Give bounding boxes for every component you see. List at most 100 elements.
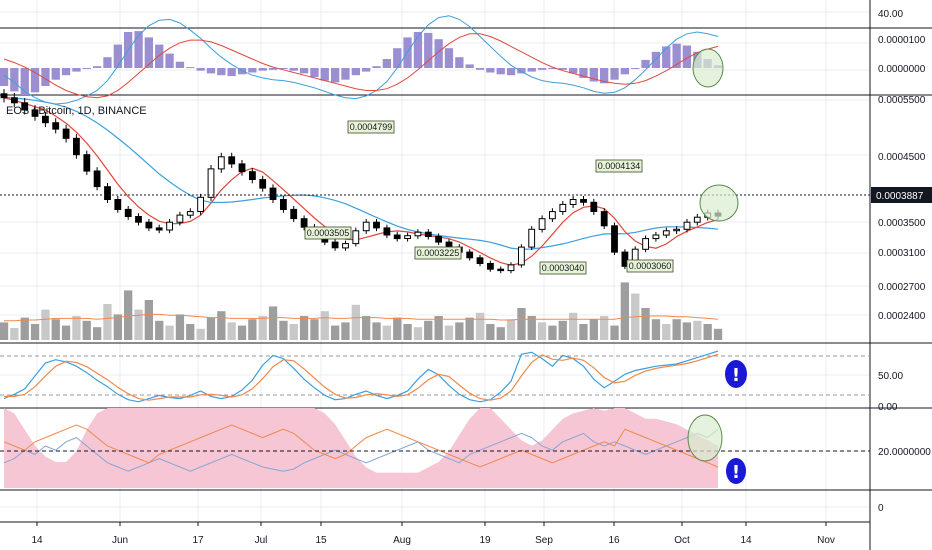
volume-bar (434, 316, 443, 340)
candle-body (528, 228, 536, 248)
candle-body (590, 201, 598, 213)
price-axis-labels: 40.00 0.0000100 0.0000000 0.0005500 0.00… (878, 9, 931, 514)
volume-bar (703, 324, 712, 340)
macd-hist-bar (165, 53, 174, 68)
candle-body (662, 230, 670, 236)
macd-hist-bar (134, 31, 143, 69)
macd-hist-bar (186, 67, 195, 69)
volume-bars (0, 282, 723, 340)
price-axis-label-2: 0.0003500 (878, 218, 926, 229)
volume-bar (589, 319, 598, 340)
candle-body (580, 199, 587, 203)
candle-body (52, 122, 60, 130)
time-axis-label: 17 (192, 535, 204, 546)
macd-hist-bar (103, 57, 112, 68)
macd-hist-bar (217, 68, 226, 76)
volume-bar (465, 317, 474, 340)
candlesticks (0, 89, 722, 274)
macd-hist-bar (455, 57, 464, 68)
price-axis-label-4: 0.0002700 (878, 282, 926, 293)
macd-hist-bar (248, 68, 257, 73)
candle-body (549, 211, 556, 220)
warning-icon-dmi: ! (726, 458, 746, 484)
volume-bar (51, 319, 60, 340)
volume-bar (527, 316, 536, 340)
macd-hist-bar (672, 43, 681, 68)
macd-hist-bar (610, 68, 619, 80)
candle-body (538, 218, 546, 230)
dmi-minus-line (3, 424, 719, 468)
macd-hist-bar (175, 61, 185, 68)
macd-hist-bar (144, 37, 153, 68)
candle-body (124, 208, 132, 217)
macd-hist-bar (362, 68, 371, 72)
time-axis-label: 14 (740, 535, 752, 546)
volume-bar (682, 322, 692, 340)
ma-slow-line (3, 96, 719, 251)
volume-bar (548, 325, 557, 340)
stoch-axis-label-50: 50.00 (878, 371, 903, 382)
candle-body (611, 225, 618, 253)
volume-bar (20, 317, 29, 340)
svg-text:!: ! (732, 462, 740, 483)
candle-body (83, 154, 91, 172)
volume-bar (600, 316, 609, 340)
svg-text:0.0003505: 0.0003505 (307, 228, 350, 238)
volume-bar (620, 282, 629, 340)
macd-signal-line (3, 33, 719, 99)
macd-hist-bar (651, 51, 661, 68)
candle-body (269, 187, 277, 201)
volume-bar (558, 320, 567, 340)
candle-body (404, 235, 412, 239)
macd-axis-label-mid: 0.0000100 (878, 35, 926, 46)
macd-hist-bar (341, 68, 350, 80)
candle-body (673, 228, 681, 232)
time-axis-label: Nov (817, 535, 835, 546)
volume-bar (93, 327, 102, 340)
macd-hist-bar (51, 68, 60, 80)
candle-body (104, 186, 111, 200)
macd-hist-bar (93, 66, 102, 68)
annotation-high-label: 0.0004799 (347, 120, 395, 134)
volume-bar (165, 325, 174, 340)
volume-bar (10, 328, 19, 340)
grid (0, 0, 870, 522)
macd-hist-bar (372, 66, 381, 68)
macd-hist-bar (600, 68, 609, 84)
volume-bar (279, 320, 288, 340)
macd-hist-bar (10, 68, 19, 92)
volume-bar (268, 306, 278, 340)
candle-body (228, 156, 236, 165)
macd-hist-bar (196, 68, 205, 71)
candle-body (362, 221, 370, 232)
volume-bar (144, 300, 153, 340)
macd-axis-label-zero: 0.0000000 (878, 64, 926, 75)
candle-body (259, 179, 267, 189)
annotation-low-label: 0.0003040 (539, 261, 587, 275)
time-axis-label: 19 (479, 535, 491, 546)
volume-bar (331, 325, 340, 340)
macd-hist-bar (331, 68, 340, 83)
candle-body (207, 168, 215, 198)
candle-body (414, 231, 422, 237)
volume-bar (351, 304, 360, 340)
volume-bar (320, 311, 329, 340)
volume-bar (693, 320, 702, 340)
candle-body (166, 221, 173, 231)
price-axis-label-0: 0.0005500 (878, 95, 926, 106)
candle-body (145, 221, 153, 229)
macd-hist-bar (558, 68, 567, 70)
candle-body (217, 156, 225, 170)
macd-hist-bar (641, 59, 650, 68)
candle-body (600, 211, 608, 227)
time-axis-label: 14 (31, 535, 43, 546)
volume-bar (475, 312, 485, 340)
symbol-title: EOS / Bitcoin, 1D, BINANCE (6, 105, 147, 117)
annotation-low-label: 0.0003060 (626, 259, 674, 273)
time-axis-label: Jun (112, 535, 128, 546)
macd-hist-bar (41, 68, 50, 86)
time-axis-label: Sep (535, 535, 553, 546)
volume-bar (299, 316, 309, 340)
candle-body (373, 221, 380, 229)
macd-hist-bar (548, 68, 557, 69)
